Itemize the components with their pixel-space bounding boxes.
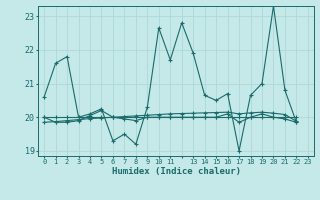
X-axis label: Humidex (Indice chaleur): Humidex (Indice chaleur) <box>111 167 241 176</box>
